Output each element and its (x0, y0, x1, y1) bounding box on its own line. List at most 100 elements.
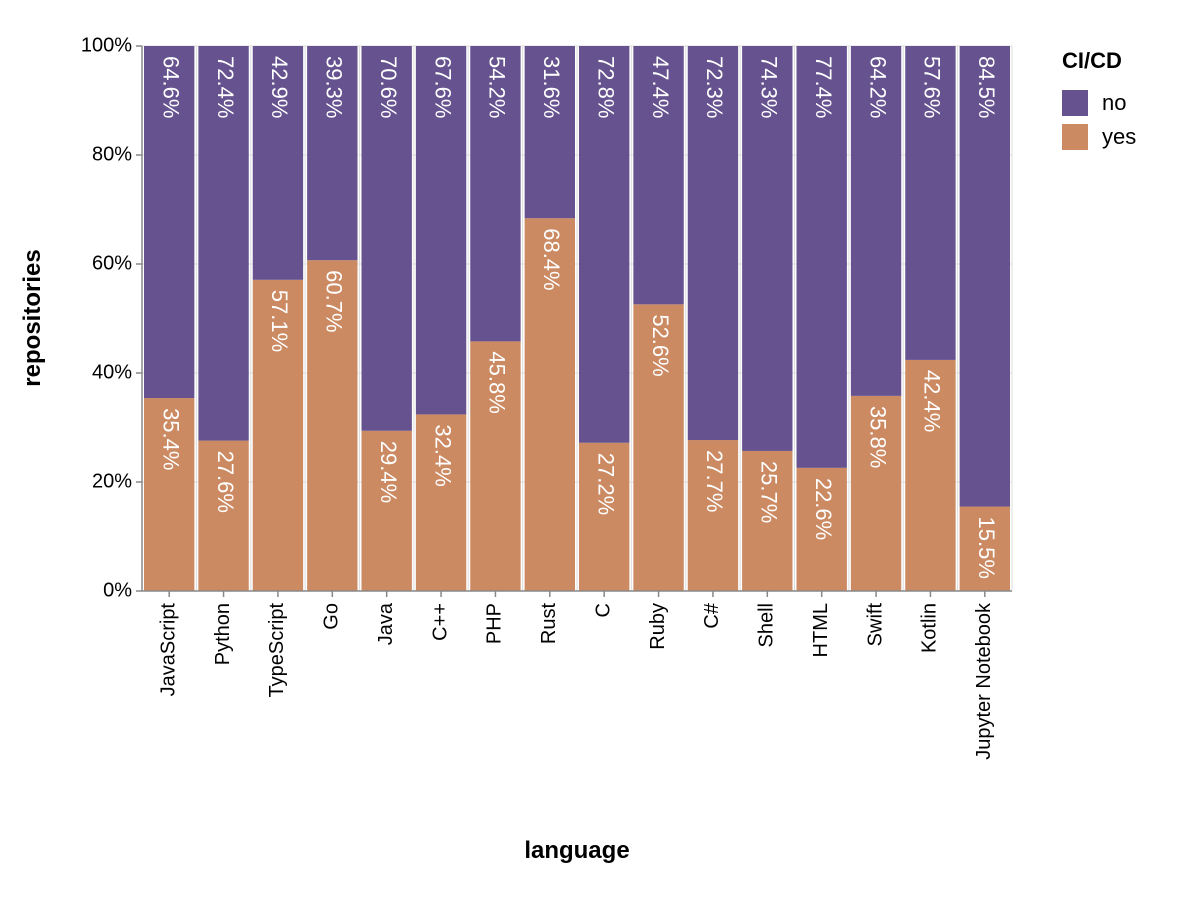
bar-no (307, 46, 358, 261)
y-tick-label: 0% (103, 579, 132, 601)
x-tick-label: Swift (864, 603, 886, 647)
segment-label-no: 64.2% (865, 56, 890, 118)
x-tick-label: Shell (756, 603, 778, 647)
bar-no (524, 46, 575, 219)
bar-yes (796, 467, 847, 591)
x-tick-label: Rust (538, 603, 560, 645)
x-tick-label: C++ (429, 603, 451, 641)
bar-no (633, 46, 684, 305)
legend-label-yes: yes (1102, 124, 1136, 149)
segment-label-yes: 27.2% (593, 453, 618, 515)
segment-label-yes: 27.6% (213, 451, 238, 513)
bar-yes (198, 440, 249, 591)
bar-no (687, 46, 739, 441)
bar-no (796, 46, 847, 468)
segment-label-no: 72.4% (213, 56, 238, 118)
segment-label-no: 84.5% (974, 56, 999, 118)
bar-no (905, 46, 956, 360)
segment-label-yes: 42.4% (920, 370, 945, 432)
legend: CI/CD no yes (1062, 48, 1136, 150)
y-tick-label: 80% (92, 143, 132, 165)
segment-label-no: 39.3% (322, 56, 347, 118)
bar-yes (252, 279, 304, 591)
segment-label-yes: 68.4% (539, 228, 564, 290)
segment-label-yes: 52.6% (648, 314, 673, 376)
bar-no (361, 46, 412, 431)
y-tick-label: 100% (81, 34, 132, 56)
bar-yes (687, 440, 739, 591)
y-axis-ticks: 0% 20% 40% 60% 80% 100% (81, 34, 142, 601)
x-tick-label: C (592, 603, 614, 617)
bars (144, 46, 1010, 591)
bar-yes (742, 450, 793, 591)
segment-labels: 64.6% 35.4% 72.4% 27.6% 42.9% 57.1% 39.3% 60.7%… (158, 56, 999, 579)
segment-label-yes: 35.4% (158, 408, 183, 470)
segment-label-no: 72.3% (702, 56, 727, 118)
segment-label-yes: 29.4% (376, 441, 401, 503)
bar-yes (144, 398, 195, 591)
bar-yes (307, 260, 358, 591)
bar-no (850, 46, 902, 396)
bar-no (415, 46, 467, 415)
x-tick-label: Java (375, 602, 397, 645)
segment-label-yes: 15.5% (974, 517, 999, 579)
x-tick-label: TypeScript (266, 603, 288, 698)
x-tick-label: Ruby (647, 603, 669, 650)
legend-swatch-yes (1062, 124, 1088, 150)
x-tick-label: Python (212, 603, 234, 665)
bar-yes (361, 430, 412, 591)
bar-yes (633, 304, 684, 591)
bar-no (198, 46, 249, 441)
segment-label-no: 74.3% (757, 56, 782, 118)
bar-no (742, 46, 793, 451)
x-tick-label: C# (701, 602, 723, 628)
segment-label-no: 47.4% (648, 56, 673, 118)
segment-label-yes: 57.1% (267, 290, 292, 352)
y-tick-label: 60% (92, 252, 132, 274)
segment-label-no: 64.6% (158, 56, 183, 118)
x-tick-label: Jupyter Notebook (973, 602, 995, 760)
x-axis-ticks: JavaScript Python TypeScript Go Java C++ PHP Ru… (157, 591, 995, 760)
segment-label-no: 54.2% (485, 56, 510, 118)
x-tick-label: PHP (484, 603, 506, 644)
x-tick-label: Kotlin (919, 603, 941, 653)
segment-label-no: 67.6% (430, 56, 455, 118)
legend-title: CI/CD (1062, 48, 1122, 73)
segment-label-no: 70.6% (376, 56, 401, 118)
segment-label-no: 72.8% (593, 56, 618, 118)
segment-label-no: 57.6% (920, 56, 945, 118)
x-axis-title: language (524, 837, 629, 864)
segment-label-no: 77.4% (811, 56, 836, 118)
bar-yes (905, 359, 956, 591)
segment-label-yes: 32.4% (430, 424, 455, 486)
bar-yes (470, 341, 521, 591)
legend-swatch-no (1062, 90, 1088, 116)
legend-label-no: no (1102, 90, 1126, 115)
segment-label-no: 31.6% (539, 56, 564, 118)
x-tick-label: Go (321, 603, 343, 630)
bar-no (144, 46, 195, 399)
bar-yes (415, 414, 467, 591)
bar-no (579, 46, 630, 443)
bar-yes (850, 395, 902, 591)
legend-items: no yes (1062, 90, 1136, 150)
y-axis-title: repositories (19, 249, 46, 386)
bar-yes (579, 442, 630, 591)
x-tick-label: HTML (810, 603, 832, 657)
y-tick-label: 40% (92, 361, 132, 383)
segment-label-yes: 35.8% (865, 406, 890, 468)
axes (141, 46, 1012, 592)
x-tick-label: JavaScript (157, 603, 179, 697)
segment-label-yes: 45.8% (485, 351, 510, 413)
segment-label-yes: 60.7% (322, 270, 347, 332)
bar-no (959, 46, 1010, 507)
bar-no (252, 46, 304, 280)
bar-yes (524, 218, 575, 591)
segment-label-yes: 22.6% (811, 478, 836, 540)
segment-label-yes: 27.7% (702, 450, 727, 512)
bar-no (470, 46, 521, 342)
segment-label-no: 42.9% (267, 56, 292, 118)
bar-yes (959, 506, 1010, 591)
segment-label-yes: 25.7% (757, 461, 782, 523)
